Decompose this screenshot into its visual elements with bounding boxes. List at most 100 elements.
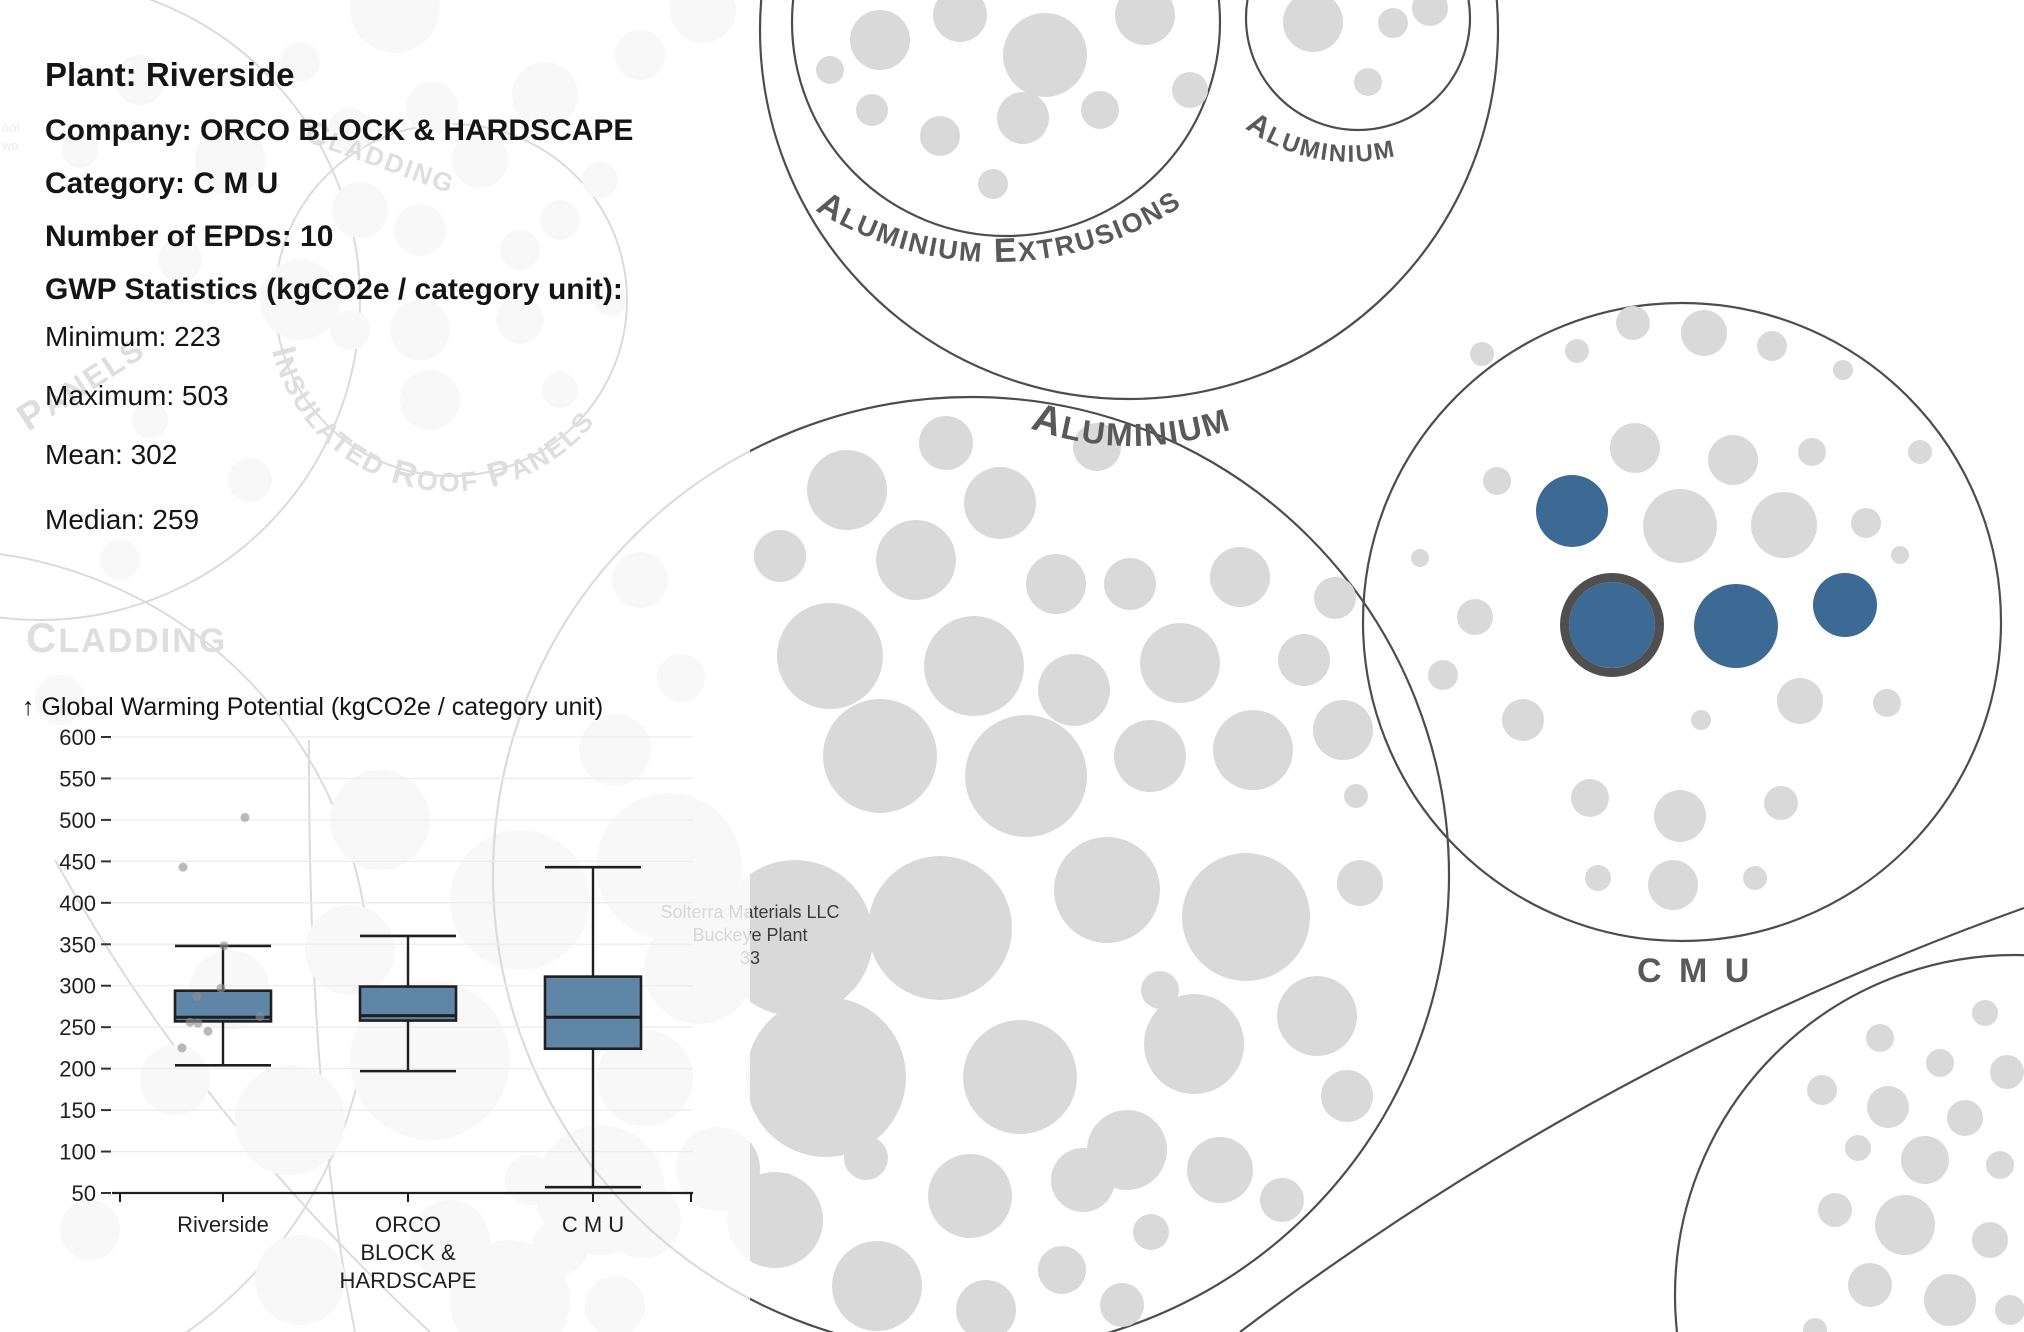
epd-bubble[interactable] (1708, 435, 1758, 485)
epd-bubble[interactable] (1114, 720, 1186, 792)
epd-bubble[interactable] (1654, 790, 1706, 842)
epd-bubble[interactable] (1140, 623, 1220, 703)
epd-bubble[interactable] (933, 0, 987, 42)
epd-bubble[interactable] (1798, 438, 1826, 466)
epd-bubble[interactable] (1260, 1178, 1304, 1222)
epd-bubble[interactable] (1213, 710, 1293, 790)
epd-bubble[interactable] (1210, 547, 1270, 607)
epd-bubble[interactable] (1891, 546, 1909, 564)
epd-bubble[interactable] (1901, 1136, 1949, 1184)
epd-bubble[interactable] (1026, 554, 1086, 614)
epd-bubble[interactable] (868, 856, 1012, 1000)
epd-bubble[interactable] (1691, 710, 1711, 730)
epd-bubble[interactable] (746, 997, 906, 1157)
data-point-dot[interactable] (185, 1017, 195, 1027)
epd-bubble[interactable] (1990, 1055, 2024, 1089)
category-circle-cmu[interactable] (1361, 301, 2003, 943)
epd-bubble[interactable] (1848, 1263, 1892, 1307)
epd-bubble[interactable] (1908, 440, 1932, 464)
epd-bubble[interactable] (823, 699, 937, 813)
epd-bubble[interactable] (876, 520, 956, 600)
epd-bubble[interactable] (717, 860, 873, 1016)
epd-bubble[interactable] (1115, 0, 1175, 45)
epd-bubble[interactable] (1986, 1151, 2014, 1179)
epd-bubble[interactable] (777, 603, 883, 709)
data-point-dot[interactable] (192, 992, 202, 1002)
epd-bubble[interactable] (1483, 467, 1511, 495)
epd-bubble[interactable] (1924, 1274, 1976, 1326)
data-point-dot[interactable] (255, 1011, 265, 1021)
epd-bubble[interactable] (1743, 866, 1767, 890)
epd-bubble[interactable] (1845, 1135, 1871, 1161)
epd-bubble[interactable] (1038, 1246, 1086, 1294)
epd-bubble[interactable] (1803, 1318, 1827, 1332)
epd-bubble[interactable] (928, 1154, 1012, 1238)
epd-bubble[interactable] (1851, 508, 1881, 538)
epd-bubble[interactable] (1314, 577, 1356, 619)
epd-bubble[interactable] (1141, 971, 1179, 1009)
epd-bubble[interactable] (754, 530, 806, 582)
company-plant-bubble[interactable] (1536, 475, 1608, 547)
epd-bubble[interactable] (1764, 786, 1798, 820)
epd-bubble[interactable] (956, 1280, 1016, 1332)
category-circle-aluminium-small[interactable] (1244, 0, 1472, 132)
epd-bubble[interactable] (1344, 784, 1368, 808)
epd-bubble[interactable] (1926, 1049, 1954, 1077)
epd-bubble[interactable] (1428, 660, 1458, 690)
epd-bubble[interactable] (1818, 1193, 1852, 1227)
epd-bubble[interactable] (850, 10, 910, 70)
epd-bubble[interactable] (1873, 689, 1901, 717)
selected-plant-bubble[interactable] (1569, 582, 1655, 668)
box-rect[interactable] (543, 975, 643, 1051)
category-circle-bottom-right[interactable] (1674, 954, 2024, 1332)
epd-bubble[interactable] (1321, 1070, 1373, 1122)
box-group-1[interactable] (173, 812, 273, 1067)
epd-bubble[interactable] (1585, 865, 1611, 891)
data-point-dot[interactable] (178, 862, 188, 872)
epd-bubble[interactable] (1947, 1100, 1983, 1136)
epd-bubble[interactable] (844, 1136, 888, 1180)
epd-bubble[interactable] (1571, 779, 1609, 817)
epd-bubble[interactable] (1277, 976, 1357, 1056)
data-point-dot[interactable] (177, 1043, 187, 1053)
epd-bubble[interactable] (1172, 72, 1208, 108)
category-circle-aluminium-extrusions[interactable] (790, 0, 1222, 238)
epd-bubble[interactable] (727, 1172, 823, 1268)
epd-bubble[interactable] (807, 450, 887, 530)
epd-bubble[interactable] (1081, 91, 1119, 129)
epd-bubble[interactable] (1616, 306, 1650, 340)
epd-bubble[interactable] (1278, 634, 1330, 686)
epd-bubble[interactable] (1681, 310, 1727, 356)
epd-bubble[interactable] (1187, 1137, 1253, 1203)
epd-bubble[interactable] (1144, 994, 1244, 1094)
epd-bubble[interactable] (1313, 700, 1373, 760)
epd-bubble[interactable] (1411, 549, 1429, 567)
epd-bubble[interactable] (816, 56, 844, 84)
epd-bubble[interactable] (1995, 1295, 2024, 1325)
epd-bubble[interactable] (1470, 342, 1494, 366)
epd-bubble[interactable] (1757, 331, 1787, 361)
epd-bubble[interactable] (1565, 339, 1589, 363)
epd-bubble[interactable] (1875, 1195, 1935, 1255)
data-point-dot[interactable] (219, 941, 229, 951)
company-plant-bubble[interactable] (1813, 573, 1877, 637)
epd-bubble[interactable] (1457, 599, 1493, 635)
epd-bubble[interactable] (1073, 423, 1121, 471)
epd-bubble[interactable] (1378, 8, 1408, 38)
epd-bubble[interactable] (1807, 1075, 1837, 1105)
epd-bubble[interactable] (1283, 0, 1343, 52)
epd-bubble[interactable] (1038, 654, 1110, 726)
epd-bubble[interactable] (965, 715, 1087, 837)
epd-bubble[interactable] (1412, 0, 1448, 26)
epd-bubble[interactable] (964, 467, 1036, 539)
epd-bubble[interactable] (1354, 68, 1382, 96)
epd-bubble[interactable] (856, 94, 888, 126)
epd-bubble[interactable] (919, 416, 973, 470)
epd-bubble[interactable] (1051, 1148, 1115, 1212)
epd-bubble[interactable] (1054, 837, 1160, 943)
epd-bubble[interactable] (920, 116, 960, 156)
epd-bubble[interactable] (1643, 489, 1717, 563)
epd-bubble[interactable] (1866, 1024, 1894, 1052)
epd-bubble[interactable] (1133, 1214, 1169, 1250)
epd-bubble[interactable] (1610, 423, 1660, 473)
